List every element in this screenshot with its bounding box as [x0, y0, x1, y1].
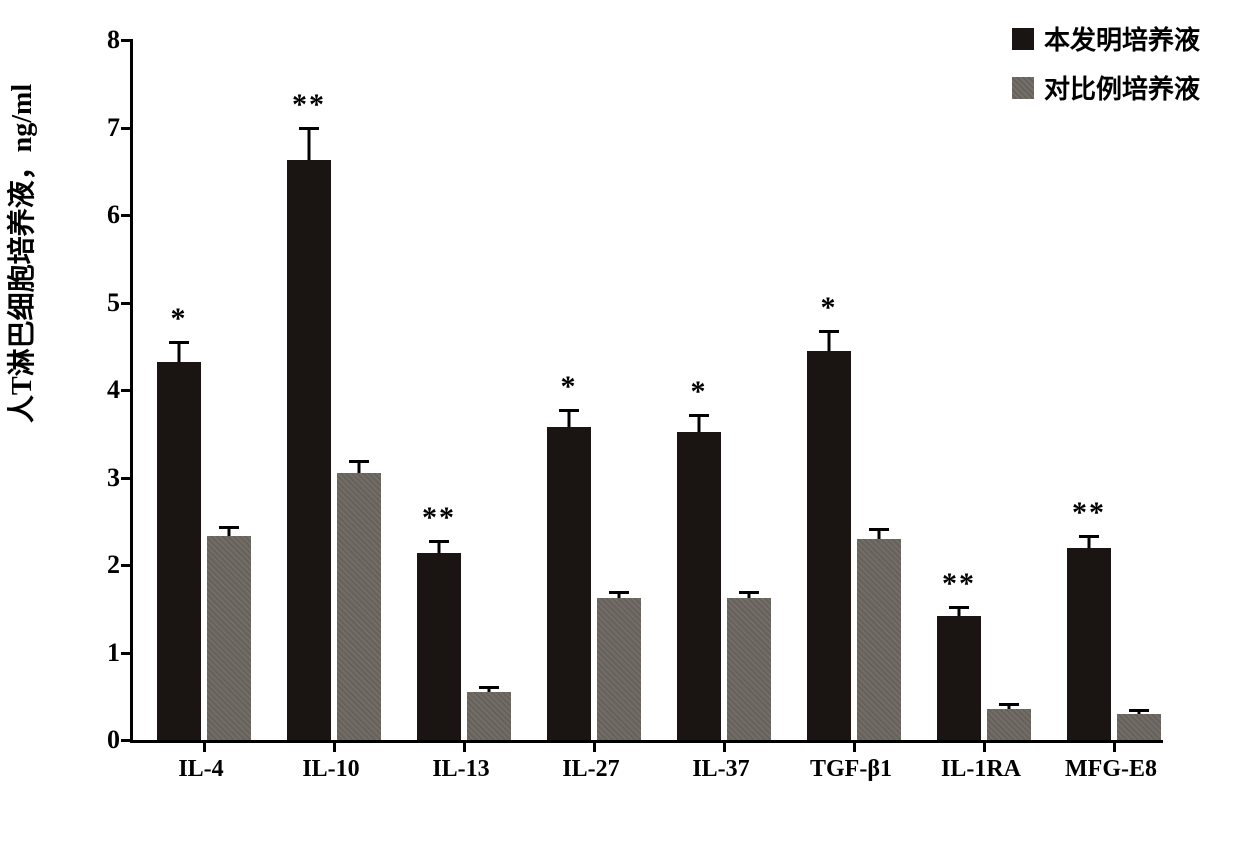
x-axis-tick	[463, 740, 466, 752]
error-bar-cap	[479, 686, 499, 689]
x-axis-tick	[723, 740, 726, 752]
plot-area: ************	[130, 40, 1163, 743]
bar	[727, 598, 771, 740]
bar	[207, 536, 251, 740]
bar	[807, 351, 851, 740]
y-axis-tick	[121, 127, 133, 130]
bar	[157, 362, 201, 740]
x-axis-tick	[593, 740, 596, 752]
x-axis-tick	[203, 740, 206, 752]
error-bar-cap	[999, 703, 1019, 706]
error-bar-cap	[299, 127, 319, 130]
x-axis-tick-label: IL-1RA	[941, 756, 1021, 783]
x-axis-tick-label: IL-10	[302, 756, 359, 783]
error-bar-cap	[689, 414, 709, 417]
error-bar-cap	[1129, 709, 1149, 712]
significance-marker: *	[171, 302, 188, 336]
chart-container: 人T淋巴细胞培养液，ng/ml 本发明培养液 对比例培养液 **********…	[0, 0, 1240, 846]
bar	[337, 473, 381, 740]
y-axis-tick-label: 2	[107, 550, 120, 580]
significance-marker: *	[561, 370, 578, 404]
error-bar-cap	[429, 540, 449, 543]
bar	[287, 160, 331, 740]
error-bar-cap	[949, 606, 969, 609]
bar	[937, 616, 981, 740]
error-bar-stem	[308, 128, 311, 160]
bar	[987, 709, 1031, 741]
y-axis-tick	[121, 652, 133, 655]
y-axis-tick	[121, 39, 133, 42]
error-bar-stem	[828, 331, 831, 350]
x-axis-tick-label: IL-4	[178, 756, 223, 783]
y-axis-tick-label: 1	[107, 638, 120, 668]
error-bar-cap	[739, 591, 759, 594]
significance-marker: **	[292, 88, 326, 122]
y-axis-tick-label: 5	[107, 288, 120, 318]
y-axis-tick	[121, 302, 133, 305]
bar	[1067, 548, 1111, 740]
x-axis-tick-label: IL-13	[432, 756, 489, 783]
error-bar-cap	[219, 526, 239, 529]
significance-marker: **	[942, 567, 976, 601]
x-axis-tick-label: TGF-β1	[810, 756, 892, 783]
y-axis-tick-label: 3	[107, 463, 120, 493]
x-axis-tick	[853, 740, 856, 752]
significance-marker: **	[422, 501, 456, 535]
y-axis-title: 人T淋巴细胞培养液，ng/ml	[0, 84, 40, 423]
error-bar-cap	[819, 330, 839, 333]
bar	[677, 432, 721, 740]
error-bar-cap	[869, 528, 889, 531]
error-bar-cap	[349, 460, 369, 463]
bar	[417, 553, 461, 740]
y-axis-tick	[121, 564, 133, 567]
error-bar-cap	[559, 409, 579, 412]
x-axis-tick	[333, 740, 336, 752]
x-axis-tick-label: IL-37	[692, 756, 749, 783]
error-bar-cap	[609, 591, 629, 594]
x-axis-tick	[1113, 740, 1116, 752]
bar	[467, 692, 511, 740]
y-axis-tick	[121, 477, 133, 480]
y-axis-tick-label: 6	[107, 200, 120, 230]
y-axis-tick-label: 7	[107, 113, 120, 143]
bar	[547, 427, 591, 740]
significance-marker: *	[691, 375, 708, 409]
y-axis-tick-label: 8	[107, 25, 120, 55]
x-axis-tick-label: MFG-E8	[1065, 756, 1157, 783]
error-bar-stem	[178, 342, 181, 362]
y-axis-tick-label: 4	[107, 375, 120, 405]
significance-marker: **	[1072, 496, 1106, 530]
significance-marker: *	[821, 291, 838, 325]
x-axis-tick	[983, 740, 986, 752]
bar	[857, 539, 901, 740]
y-axis-tick	[121, 214, 133, 217]
y-axis-tick	[121, 739, 133, 742]
y-axis-tick	[121, 389, 133, 392]
error-bar-stem	[698, 415, 701, 432]
error-bar-cap	[169, 341, 189, 344]
error-bar-stem	[568, 410, 571, 427]
bar	[597, 598, 641, 740]
y-axis-tick-label: 0	[107, 725, 120, 755]
bar	[1117, 714, 1161, 740]
error-bar-cap	[1079, 535, 1099, 538]
x-axis-tick-label: IL-27	[562, 756, 619, 783]
